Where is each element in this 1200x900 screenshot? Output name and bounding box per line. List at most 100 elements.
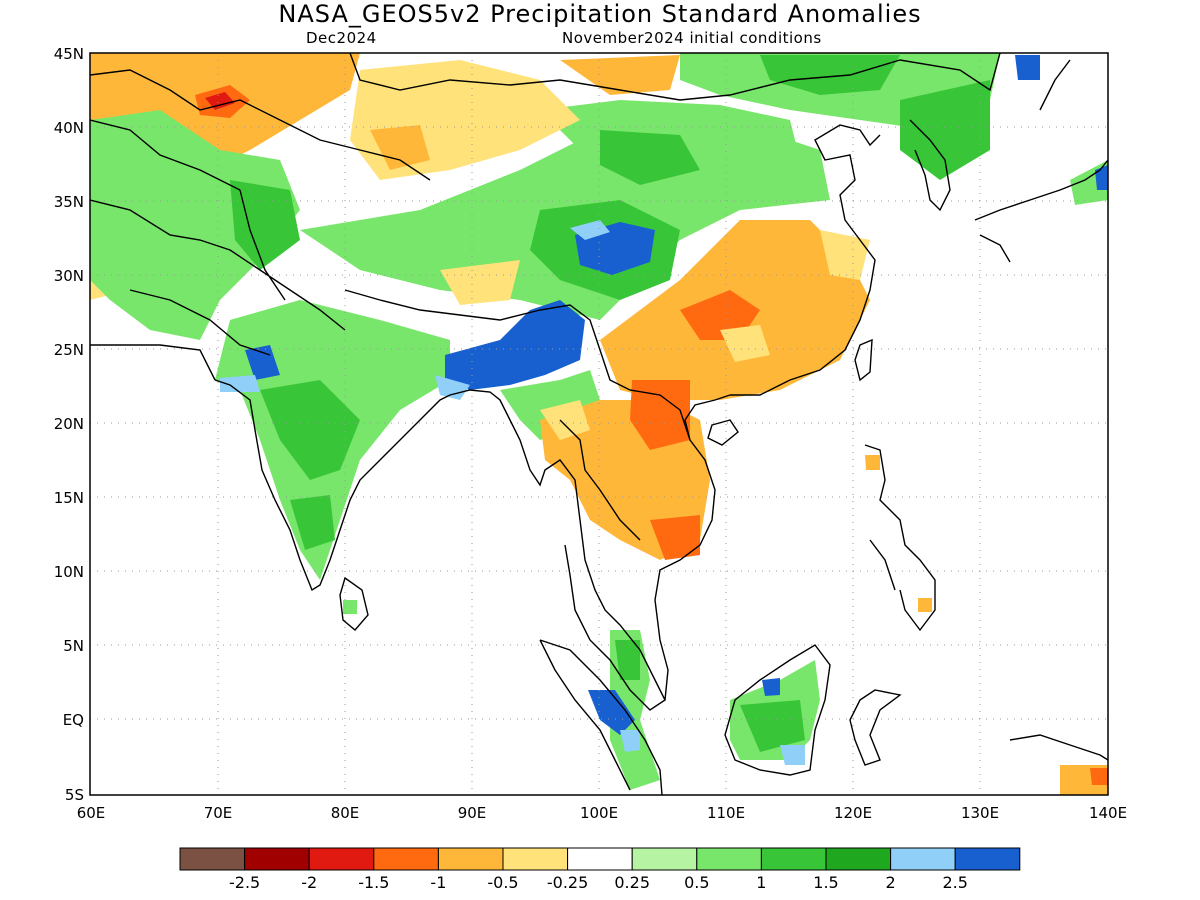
graticule xyxy=(90,53,1108,795)
lon-label: 130E xyxy=(961,804,999,822)
colorbar-swatch xyxy=(502,847,569,871)
lat-label: 25N xyxy=(54,341,84,359)
anomaly-region-gobi-dry xyxy=(560,55,680,95)
lat-label: 20N xyxy=(54,415,84,433)
lat-label: 5N xyxy=(63,637,84,655)
lon-label: 100E xyxy=(580,804,618,822)
anomaly-region-cambodia-dry-deep xyxy=(650,515,700,560)
anomaly-region-sumatra-light-wet xyxy=(620,730,640,752)
anomaly-region-sakhalin-very-wet xyxy=(1015,55,1040,80)
anomaly-region-north-china-strong xyxy=(600,130,700,185)
anomaly-region-se-china-dry-light xyxy=(720,325,770,362)
lat-label: 40N xyxy=(54,119,84,137)
lon-label: 80E xyxy=(331,804,360,822)
anomaly-region-sumatra-wet-strong xyxy=(615,640,640,680)
border-himalaya xyxy=(344,289,631,391)
anomaly-region-laos-dry-deep xyxy=(630,380,690,450)
anomaly-region-tibet-dry xyxy=(440,260,520,305)
lon-label: 120E xyxy=(834,804,872,822)
colorbar-label: -1.5 xyxy=(358,873,389,892)
anomaly-region-mongolia-dry-mid xyxy=(370,125,430,170)
latitude-axis: 45N 40N 35N 30N 25N 20N 15N 10N 5N EQ 5S xyxy=(54,45,84,804)
coast-bengal-myanmar xyxy=(449,389,666,711)
coast-sulawesi xyxy=(849,689,902,766)
colorbar-label: -1 xyxy=(430,873,446,892)
colorbar-swatch xyxy=(308,847,375,871)
colorbar-label: -0.5 xyxy=(487,873,518,892)
anomaly-region-gujarat-light-wet xyxy=(220,375,260,392)
lat-label: 30N xyxy=(54,267,84,285)
colorbar: -2.5 -2 -1.5 -1 -0.5 -0.25 0.25 0.5 1 1.5 2 2.5 xyxy=(179,847,1021,892)
anomaly-region-gujarat-very-wet xyxy=(245,345,280,380)
colorbar-swatch xyxy=(760,847,827,871)
coast-taiwan xyxy=(854,338,873,382)
anomaly-region-borneo-very-wet xyxy=(762,678,780,696)
anomaly-region-indochina-dry-light xyxy=(540,400,590,440)
lon-label: 90E xyxy=(458,804,487,822)
lon-label: 60E xyxy=(77,804,106,822)
coast-hainan xyxy=(707,419,739,446)
colorbar-label: 0.25 xyxy=(614,873,650,892)
coast-pakistan xyxy=(90,344,216,381)
colorbar-swatch xyxy=(825,847,892,871)
coast-sri-lanka xyxy=(339,576,369,631)
map-title: NASA_GEOS5v2 Precipitation Standard Anom… xyxy=(278,0,922,28)
colorbar-swatch xyxy=(244,847,310,871)
colorbar-label: -2.5 xyxy=(229,873,260,892)
coast-south-china xyxy=(730,124,881,396)
longitude-axis: 60E 70E 80E 90E 100E 110E 120E 130E 140E xyxy=(77,804,1127,822)
colorbar-label: 0.5 xyxy=(684,873,709,892)
anomaly-region-ne-india-very-wet xyxy=(445,300,585,390)
colorbar-swatch xyxy=(631,847,698,871)
anomaly-region-korea-wet xyxy=(930,130,960,160)
colorbar-label: 2 xyxy=(886,873,896,892)
anomaly-region-philippines-dry xyxy=(865,455,880,470)
colorbar-swatch xyxy=(696,847,762,871)
lat-label: 35N xyxy=(54,193,84,211)
anomaly-region-east-china-light xyxy=(820,230,870,280)
plot-frame xyxy=(89,52,1109,796)
colorbar-label: 2.5 xyxy=(942,873,967,892)
border-myanmar-thai xyxy=(559,389,691,541)
coast-korea xyxy=(909,119,951,212)
anomaly-region-sri-lanka-wet xyxy=(343,600,357,614)
anomaly-region-india-wet-strong xyxy=(260,380,360,480)
anomaly-region-kazakh-darkest xyxy=(205,92,235,110)
border-central-asia xyxy=(90,69,431,356)
anomaly-region-new-guinea-dry-deep xyxy=(1090,768,1108,785)
coast-philippines xyxy=(864,444,936,632)
colorbar-swatch xyxy=(373,847,439,871)
coastlines xyxy=(90,53,1108,795)
anomaly-region-mindanao-dry xyxy=(918,598,932,612)
lat-label: EQ xyxy=(63,711,84,729)
forecast-month: Dec2024 xyxy=(306,29,377,47)
border-china-mongolia xyxy=(349,53,1001,101)
coast-india xyxy=(214,379,451,592)
colorbar-label: -0.25 xyxy=(547,873,588,892)
anomaly-field xyxy=(90,53,1108,795)
lon-label: 140E xyxy=(1089,804,1127,822)
anomaly-region-sichuan-wet-light xyxy=(570,220,610,240)
colorbar-swatch xyxy=(437,847,504,871)
colorbar-label: 1.5 xyxy=(813,873,838,892)
coast-indochina xyxy=(654,394,731,701)
colorbar-swatch xyxy=(179,847,246,871)
anomaly-region-ne-india-light-wet xyxy=(435,375,470,400)
initial-conditions: November2024 initial conditions xyxy=(562,29,822,47)
anomaly-region-mongolia-wet-strong xyxy=(760,55,900,95)
anomaly-region-sumatra-very-wet xyxy=(588,690,635,735)
anomaly-region-borneo-light-wet xyxy=(780,745,805,765)
coast-sumatra xyxy=(539,639,663,795)
coast-borneo xyxy=(724,644,831,776)
anomaly-region-pamir-wet-strong xyxy=(230,180,300,270)
colorbar-swatch xyxy=(567,847,633,871)
lon-label: 110E xyxy=(707,804,745,822)
lat-label: 45N xyxy=(54,45,84,63)
colorbar-swatch xyxy=(890,847,956,871)
anomaly-region-borneo-wet-strong xyxy=(740,700,805,752)
lat-label: 15N xyxy=(54,489,84,507)
coast-japan xyxy=(974,59,1108,263)
colorbar-label: -2 xyxy=(301,873,317,892)
colorbar-label: 1 xyxy=(756,873,766,892)
